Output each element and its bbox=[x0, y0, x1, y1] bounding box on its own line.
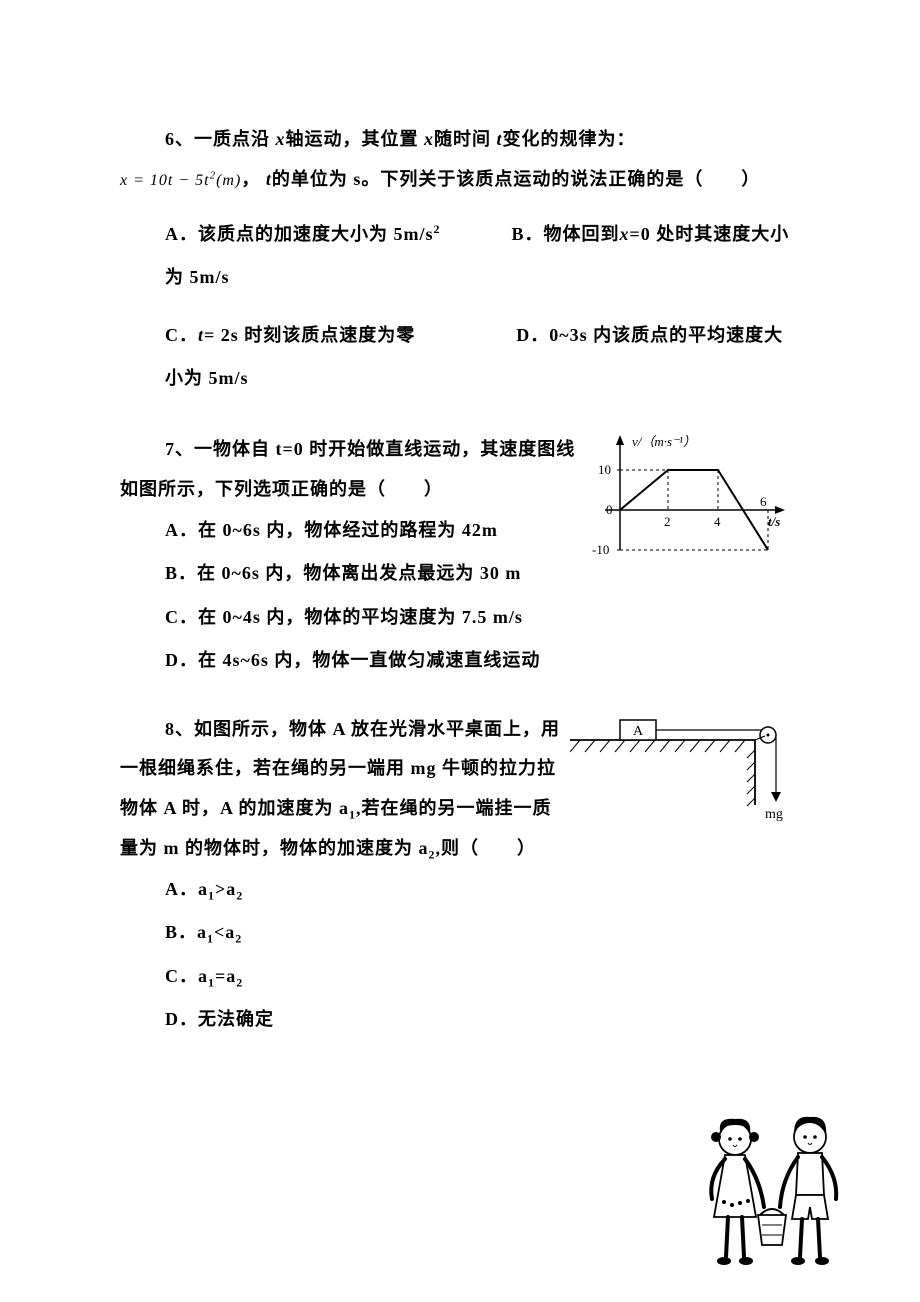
q8-optb-s1: 1 bbox=[207, 932, 214, 946]
q8-opta-s1: 1 bbox=[208, 889, 215, 903]
q8-opt-a: A．a1>a2 bbox=[165, 868, 800, 911]
q6-opt-row-ab: A．该质点的加速度大小为 5m/s2 B．物体回到x=0 处时其速度大小为 5m… bbox=[165, 213, 800, 299]
q8-block-label: A bbox=[633, 724, 644, 739]
q8-diagram: A mg bbox=[570, 710, 800, 835]
q7-stem-text: 7、一物体自 t=0 时开始做直线运动，其速度图线如图所示，下列选项正确的是（ … bbox=[120, 439, 575, 499]
pulley-diagram-svg: A mg bbox=[570, 710, 800, 830]
q6-stem-d: 变化的规律为： bbox=[503, 129, 636, 149]
q8-opt-d: D．无法确定 bbox=[165, 998, 800, 1041]
q6-opt-c-pre: C． bbox=[165, 325, 198, 345]
q8-stem-c: ,则（ ） bbox=[436, 838, 537, 858]
q6-stem-c: 随时间 bbox=[434, 129, 491, 149]
velocity-chart-svg: 10 0 -10 v/（m·s⁻¹） 2 4 6 t/s bbox=[590, 430, 800, 570]
q6-formula: x = 10t − 5t2(m) bbox=[120, 172, 241, 189]
q8-sub1: 1 bbox=[349, 808, 356, 822]
q6-stem-a: 、一质点沿 bbox=[175, 129, 270, 149]
q6-var-x2: x bbox=[424, 129, 434, 149]
q8-opt-c: C．a1=a2 bbox=[165, 955, 800, 998]
q6-opt-c-post: = 2s 时刻该质点速度为零 bbox=[204, 325, 415, 345]
kids-svg bbox=[690, 1107, 860, 1287]
q8-opt-b: B．a1<a2 bbox=[165, 911, 800, 954]
q6-number: 6 bbox=[165, 129, 175, 149]
question-7: 10 0 -10 v/（m·s⁻¹） 2 4 6 t/s 7、 bbox=[120, 430, 800, 682]
q7-ytick-0: 0 bbox=[606, 502, 613, 517]
q8-opta-s2: 2 bbox=[236, 889, 243, 903]
q8-opta-pre: A．a bbox=[165, 879, 208, 899]
q8-optc-mid: =a bbox=[215, 966, 236, 986]
q7-ytick-neg10: -10 bbox=[592, 542, 609, 557]
q7-opt-d: D．在 4s~6s 内，物体一直做匀减速直线运动 bbox=[165, 639, 800, 682]
q6-options: A．该质点的加速度大小为 5m/s2 B．物体回到x=0 处时其速度大小为 5m… bbox=[120, 213, 800, 400]
q7-chart: 10 0 -10 v/（m·s⁻¹） 2 4 6 t/s bbox=[590, 430, 800, 575]
q7-xtick-2: 2 bbox=[664, 514, 671, 529]
question-8: A mg 8、如图所示，物体 A 放在光滑水平桌面上，用一根细绳系住，若在绳的另… bbox=[120, 710, 800, 1041]
q6-stem-b: 轴运动，其位置 bbox=[286, 129, 419, 149]
q7-xlabel: t/s bbox=[768, 514, 780, 529]
q7-xtick-6: 6 bbox=[760, 494, 767, 509]
kids-illustration bbox=[690, 1107, 860, 1292]
question-6: 6、一质点沿 x轴运动，其位置 x随时间 t变化的规律为： x = 10t − … bbox=[120, 120, 800, 400]
q6-stem: 6、一质点沿 x轴运动，其位置 x随时间 t变化的规律为： x = 10t − … bbox=[120, 120, 800, 199]
q8-optb-s2: 2 bbox=[235, 932, 242, 946]
q7-ytick-10: 10 bbox=[598, 462, 611, 477]
q8-optc-s2: 2 bbox=[236, 975, 243, 989]
q8-optb-mid: <a bbox=[214, 922, 235, 942]
q8-options: A．a1>a2 B．a1<a2 C．a1=a2 D．无法确定 bbox=[120, 868, 800, 1041]
q6-opt-a: A．该质点的加速度大小为 5m/s bbox=[165, 224, 434, 244]
q6-opt-row-cd: C．t= 2s 时刻该质点速度为零 D．0~3s 内该质点的平均速度大小为 5m… bbox=[165, 314, 800, 400]
q6-opt-a-sup: 2 bbox=[434, 222, 441, 236]
q6-opt-b-var: x bbox=[620, 224, 630, 244]
q8-optc-pre: C．a bbox=[165, 966, 208, 986]
q8-force-label: mg bbox=[765, 807, 783, 822]
q7-ylabel: v/（m·s⁻¹） bbox=[632, 434, 696, 449]
q6-opt-b-pre: B．物体回到 bbox=[512, 224, 620, 244]
q8-sub2: 2 bbox=[429, 847, 436, 861]
exam-page: 6、一质点沿 x轴运动，其位置 x随时间 t变化的规律为： x = 10t − … bbox=[0, 0, 920, 1302]
q7-opt-c: C．在 0~4s 内，物体的平均速度为 7.5 m/s bbox=[165, 596, 800, 639]
q8-optb-pre: B．a bbox=[165, 922, 207, 942]
q7-xtick-4: 4 bbox=[714, 514, 721, 529]
q6-stem-e: ， bbox=[241, 169, 260, 189]
q6-stem-f: 的单位为 s。下列关于该质点运动的说法正确的是（ ） bbox=[272, 169, 761, 189]
q6-var-x1: x bbox=[276, 129, 286, 149]
q8-optc-s1: 1 bbox=[208, 975, 215, 989]
q8-opta-mid: >a bbox=[215, 879, 236, 899]
